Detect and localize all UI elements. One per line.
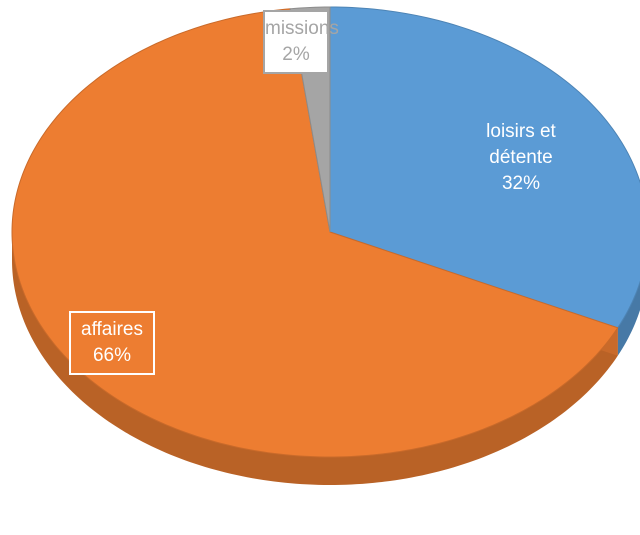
slice-side bbox=[617, 282, 640, 356]
data-label: affaires 66% bbox=[69, 311, 155, 375]
data-label: missions 2% bbox=[263, 10, 339, 74]
data-label-category: loisirs et détente bbox=[486, 121, 556, 168]
data-label-category: missions bbox=[265, 18, 339, 39]
data-label-value: 32% bbox=[501, 173, 541, 194]
data-label-value: 2% bbox=[282, 44, 310, 65]
data-label-value: 66% bbox=[92, 345, 132, 366]
data-label: loisirs et détente 32% bbox=[467, 113, 575, 203]
data-label-category: affaires bbox=[81, 319, 143, 340]
